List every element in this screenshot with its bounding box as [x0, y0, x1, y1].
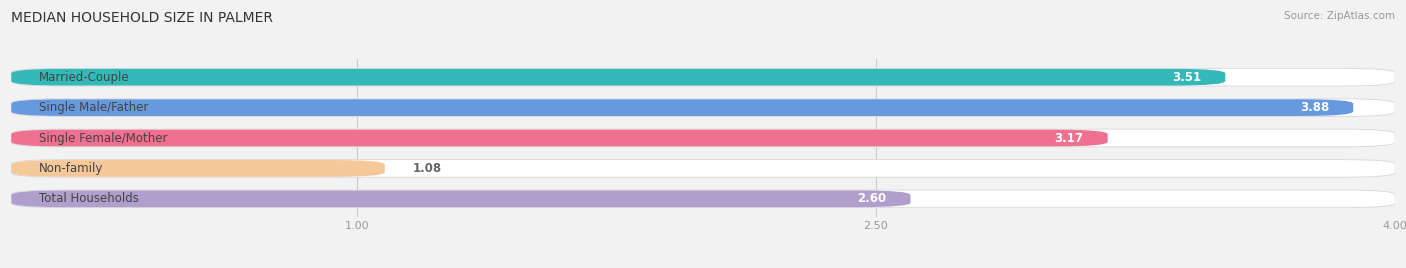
FancyBboxPatch shape — [11, 130, 1108, 146]
Text: Single Male/Father: Single Male/Father — [39, 101, 148, 114]
Text: Source: ZipAtlas.com: Source: ZipAtlas.com — [1284, 11, 1395, 21]
FancyBboxPatch shape — [11, 69, 1225, 85]
FancyBboxPatch shape — [11, 160, 1395, 177]
Text: MEDIAN HOUSEHOLD SIZE IN PALMER: MEDIAN HOUSEHOLD SIZE IN PALMER — [11, 11, 273, 25]
Text: 3.51: 3.51 — [1173, 71, 1201, 84]
Text: Total Households: Total Households — [39, 192, 139, 205]
Text: 1.08: 1.08 — [412, 162, 441, 175]
Text: 3.88: 3.88 — [1299, 101, 1329, 114]
Text: 3.17: 3.17 — [1054, 132, 1084, 144]
FancyBboxPatch shape — [11, 99, 1353, 116]
Text: Married-Couple: Married-Couple — [39, 71, 129, 84]
Text: Single Female/Mother: Single Female/Mother — [39, 132, 167, 144]
FancyBboxPatch shape — [11, 160, 385, 177]
FancyBboxPatch shape — [11, 191, 911, 207]
FancyBboxPatch shape — [11, 98, 1395, 117]
FancyBboxPatch shape — [11, 191, 1395, 207]
FancyBboxPatch shape — [11, 69, 1395, 85]
FancyBboxPatch shape — [11, 129, 1395, 147]
FancyBboxPatch shape — [11, 130, 1395, 146]
FancyBboxPatch shape — [11, 99, 1395, 116]
Text: Non-family: Non-family — [39, 162, 103, 175]
Text: 2.60: 2.60 — [858, 192, 886, 205]
FancyBboxPatch shape — [11, 68, 1395, 87]
FancyBboxPatch shape — [11, 189, 1395, 208]
FancyBboxPatch shape — [11, 159, 1395, 178]
